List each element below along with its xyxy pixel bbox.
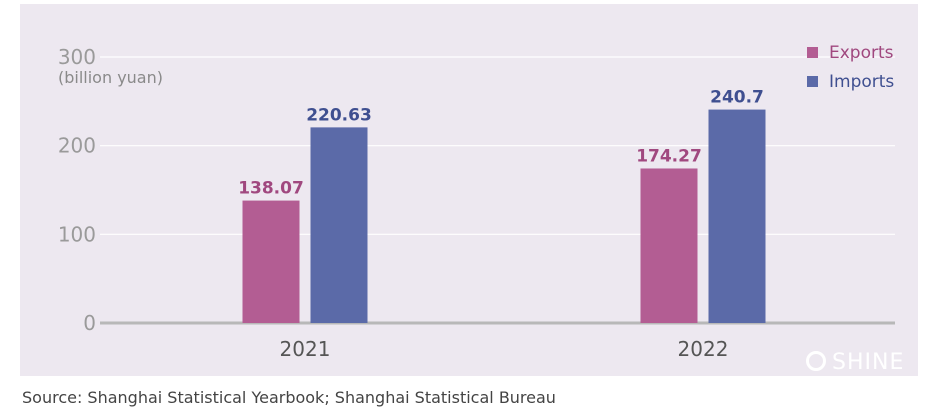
data-label: 220.63 [306, 105, 372, 125]
y-axis-label: (billion yuan) [58, 68, 163, 87]
bar-exports-2022 [640, 168, 698, 323]
legend-label-exports: Exports [829, 43, 894, 63]
x-tick-label: 2021 [280, 337, 331, 361]
bar-exports-2021 [242, 200, 300, 323]
watermark: SHINE [806, 350, 918, 376]
legend-swatch-imports [807, 76, 818, 87]
x-tick-label: 2022 [678, 337, 729, 361]
y-tick-label: 100 [58, 222, 96, 246]
y-tick-label: 300 [58, 45, 96, 69]
chart-background [20, 4, 918, 376]
logo-icon [806, 351, 826, 371]
bar-imports-2022 [708, 109, 766, 323]
source-note: Source: Shanghai Statistical Yearbook; S… [22, 388, 556, 407]
legend-swatch-exports [807, 47, 818, 58]
watermark-text: SHINE [832, 350, 905, 375]
data-label: 138.07 [238, 179, 304, 199]
data-label: 240.7 [710, 88, 764, 108]
bar-imports-2021 [310, 127, 368, 324]
y-tick-label: 200 [58, 134, 96, 158]
legend-label-imports: Imports [829, 72, 894, 92]
y-tick-label: 0 [83, 311, 96, 335]
data-label: 174.27 [636, 146, 702, 166]
